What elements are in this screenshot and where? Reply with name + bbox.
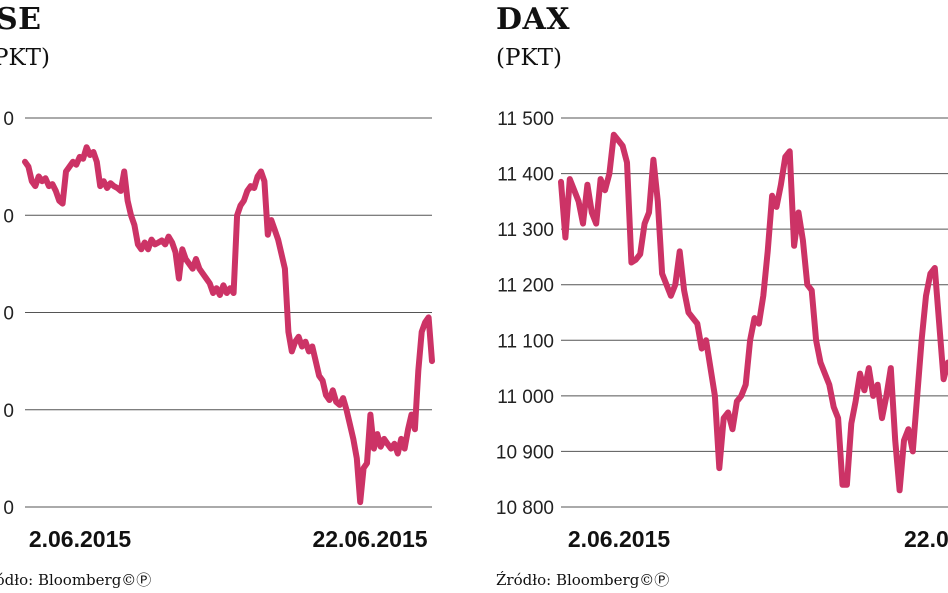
- x-tick-label: 2.06.2015: [568, 526, 671, 552]
- chart-panel-se: SE (PKT) 0 0 0 0 0 2.06.2015 22.06.2015 Źródło…: [0, 2, 435, 589]
- series-line: [22, 144, 435, 506]
- chart-source: Źródło: Bloomberg©Ⓟ: [0, 571, 152, 589]
- x-tick-label: 22.06.2015: [312, 526, 427, 552]
- x-tick-label: 22.06.2015: [904, 526, 948, 552]
- chart-title: DAX: [496, 2, 571, 37]
- chart-source: Źródło: Bloomberg©Ⓟ: [496, 571, 670, 589]
- chart-plot-se: 0 0 0 0 0 2.06.2015 22.06.2015: [3, 109, 435, 552]
- chart-plot-dax: 11 500 11 400 11 300 11 200 11 100 11 000 10 9…: [496, 109, 948, 552]
- y-tick-label: 11 300: [497, 220, 554, 241]
- y-tick-label: 10 800: [496, 498, 554, 519]
- y-tick-label: 11 200: [497, 276, 554, 297]
- chart-title: SE: [0, 2, 42, 37]
- y-tick-label: 0: [3, 304, 14, 325]
- y-tick-label: 11 100: [497, 331, 554, 352]
- x-tick-label: 2.06.2015: [29, 526, 132, 552]
- y-tick-label: 0: [3, 401, 14, 422]
- series-line: [558, 131, 948, 494]
- y-tick-label: 0: [3, 206, 14, 227]
- y-tick-label: 11 000: [497, 387, 554, 408]
- y-tick-label: 0: [3, 109, 14, 130]
- chart-panel-dax: DAX (PKT) 11 500 11 400 11 300 11 200 11 100…: [474, 0, 948, 593]
- y-tick-label: 0: [3, 498, 14, 519]
- chart-unit: (PKT): [0, 45, 50, 71]
- y-tick-label: 11 500: [497, 109, 554, 130]
- y-tick-label: 11 400: [497, 165, 554, 186]
- chart-unit: (PKT): [496, 45, 562, 71]
- y-tick-label: 10 900: [496, 442, 554, 463]
